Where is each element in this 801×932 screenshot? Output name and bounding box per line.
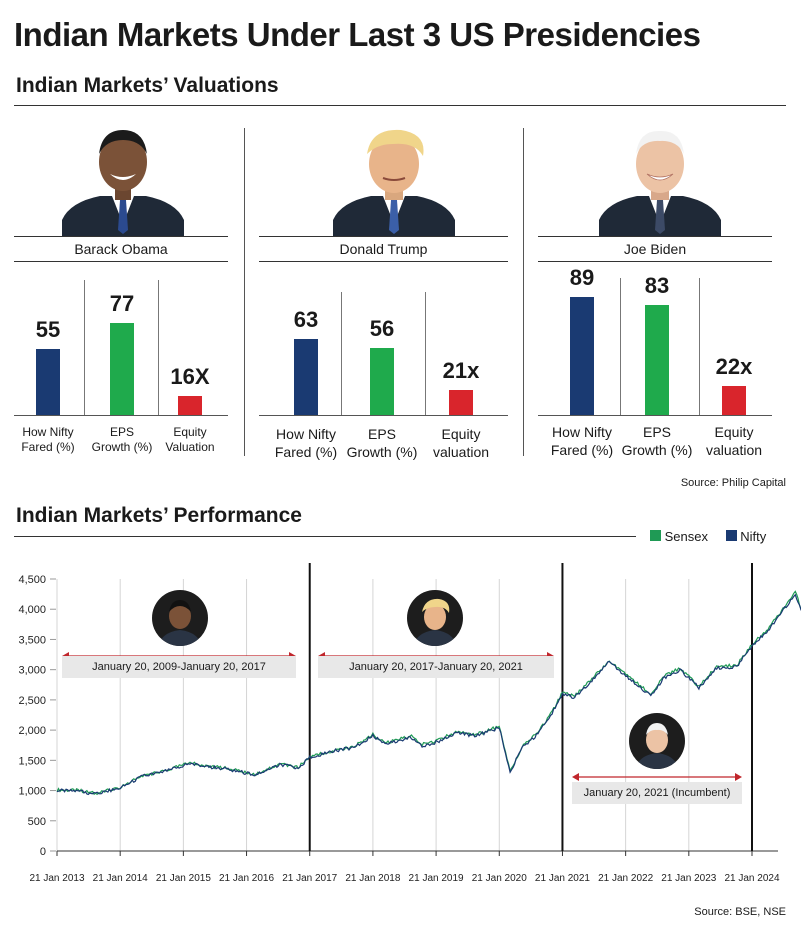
bar-value-label: 56 xyxy=(369,315,395,341)
bar-category-label: Equity valuation xyxy=(705,424,763,458)
bar-divider xyxy=(158,280,159,415)
bar-category-label: Equity valuation xyxy=(432,426,490,460)
bar-divider xyxy=(620,278,621,415)
x-tick-label: 21 Jan 2019 xyxy=(409,873,464,884)
series-line-nifty xyxy=(56,593,801,796)
president-name: Joe Biden xyxy=(623,241,687,257)
y-tick-label: 4,000 xyxy=(18,604,46,616)
bar-value-label: 22x xyxy=(715,353,753,379)
bar-value-label: 21x xyxy=(442,357,480,383)
bar-category-label: EPS Growth (%) xyxy=(346,426,418,460)
panel-rule-top xyxy=(14,236,228,237)
legend-label-sensex: Sensex xyxy=(664,529,708,544)
bar-value-label: 16X xyxy=(170,363,210,389)
biden-term-arrow-head-right xyxy=(735,773,742,781)
bar-divider xyxy=(84,280,85,415)
bar-category-label: EPS Growth (%) xyxy=(621,424,693,458)
valuation-bar xyxy=(110,322,134,415)
performance-line-chart: 21 Jan 2013 21 Jan 2014 21 Jan 2015 21 Jan … xyxy=(18,563,801,884)
legend-swatch-sensex xyxy=(650,530,661,541)
bar-divider xyxy=(341,292,342,415)
bar-category-label: How Nifty Fared (%) xyxy=(274,426,338,460)
legend-label-nifty: Nifty xyxy=(740,529,767,544)
valuation-bar xyxy=(294,339,318,415)
obama-portrait xyxy=(62,130,184,236)
valuation-bar xyxy=(370,347,394,415)
performance-rule xyxy=(14,536,636,537)
trump-term-label: January 20, 2017-January 20, 2021 xyxy=(318,656,554,678)
panel-rule-bottom xyxy=(14,261,228,262)
trump-portrait xyxy=(333,129,455,236)
valuation-bar xyxy=(645,304,669,415)
valuation-bar xyxy=(449,389,473,415)
y-tick-label: 500 xyxy=(28,816,46,828)
bar-divider xyxy=(425,292,426,415)
performance-heading: Indian Markets’ Performance xyxy=(16,504,302,527)
biden-term-label: January 20, 2021 (Incumbent) xyxy=(572,782,742,804)
y-tick-label: 2,000 xyxy=(18,725,46,737)
valuation-bar xyxy=(178,395,202,415)
obama-term-label: January 20, 2009-January 20, 2017 xyxy=(62,656,296,678)
bar-value-label: 83 xyxy=(644,272,670,298)
bar-category-label: How Nifty Fared (%) xyxy=(21,425,75,454)
page-title: Indian Markets Under Last 3 US Presidenc… xyxy=(14,16,701,53)
y-tick-label: 3,500 xyxy=(18,634,46,646)
president-name: Donald Trump xyxy=(339,241,428,257)
obama-avatar xyxy=(152,590,208,646)
y-tick-label: 4,500 xyxy=(18,574,46,586)
obama-avatar-icon xyxy=(158,600,202,646)
bar-value-label: 77 xyxy=(109,290,135,316)
performance-source: Source: BSE, NSE xyxy=(694,906,786,918)
legend-swatch-nifty xyxy=(725,530,737,541)
legend-item-sensex: Sensex xyxy=(650,529,712,544)
valuations-heading: Indian Markets’ Valuations xyxy=(16,74,279,97)
panel-divider-2 xyxy=(523,128,524,456)
bar-baseline xyxy=(14,415,228,416)
x-tick-label: 21 Jan 2014 xyxy=(93,873,148,884)
y-tick-label: 0 xyxy=(40,846,46,858)
valuation-bar xyxy=(722,385,746,415)
valuation-bar xyxy=(36,349,60,415)
y-tick-label: 1,000 xyxy=(18,786,46,798)
trump-avatar-icon xyxy=(413,598,457,646)
valuations-source: Source: Philip Capital xyxy=(680,477,786,489)
bar-category-label: EPS Growth (%) xyxy=(91,425,153,454)
x-tick-label: 21 Jan 2023 xyxy=(661,873,716,884)
panel-divider-1 xyxy=(244,128,245,456)
panel-rule-bottom xyxy=(538,261,772,262)
bar-category-label: How Nifty Fared (%) xyxy=(550,424,614,458)
bar-value-label: 63 xyxy=(293,307,319,333)
valuation-bar xyxy=(570,296,594,415)
x-tick-label: 21 Jan 2013 xyxy=(29,873,84,884)
trump-avatar xyxy=(407,590,463,646)
biden-term-arrow-head-left xyxy=(572,773,579,781)
y-tick-label: 1,500 xyxy=(18,755,46,767)
bar-value-label: 89 xyxy=(569,264,595,290)
biden-avatar-icon xyxy=(635,723,679,769)
x-tick-label: 21 Jan 2021 xyxy=(535,873,590,884)
bar-baseline xyxy=(259,415,508,416)
panel-rule-bottom xyxy=(259,261,508,262)
x-tick-label: 21 Jan 2018 xyxy=(345,873,400,884)
x-tick-label: 21 Jan 2017 xyxy=(282,873,337,884)
bar-category-label: Equity Valuation xyxy=(165,425,215,454)
x-tick-label: 21 Jan 2022 xyxy=(598,873,653,884)
biden-avatar xyxy=(629,713,685,769)
bar-divider xyxy=(699,278,700,415)
y-tick-label: 3,000 xyxy=(18,665,46,677)
valuations-rule xyxy=(14,105,786,106)
bar-baseline xyxy=(538,415,772,416)
panel-rule-top xyxy=(259,236,508,237)
panel-rule-top xyxy=(538,236,772,237)
legend-item-nifty: Nifty xyxy=(725,529,767,544)
chart-legend: Sensex Nifty xyxy=(650,529,766,544)
x-tick-label: 21 Jan 2024 xyxy=(724,873,779,884)
president-name: Barack Obama xyxy=(74,241,168,257)
x-tick-label: 21 Jan 2015 xyxy=(156,873,211,884)
x-tick-label: 21 Jan 2016 xyxy=(219,873,274,884)
bar-value-label: 55 xyxy=(35,317,61,342)
y-tick-label: 2,500 xyxy=(18,695,46,707)
biden-portrait xyxy=(599,130,721,236)
x-tick-label: 21 Jan 2020 xyxy=(472,873,527,884)
